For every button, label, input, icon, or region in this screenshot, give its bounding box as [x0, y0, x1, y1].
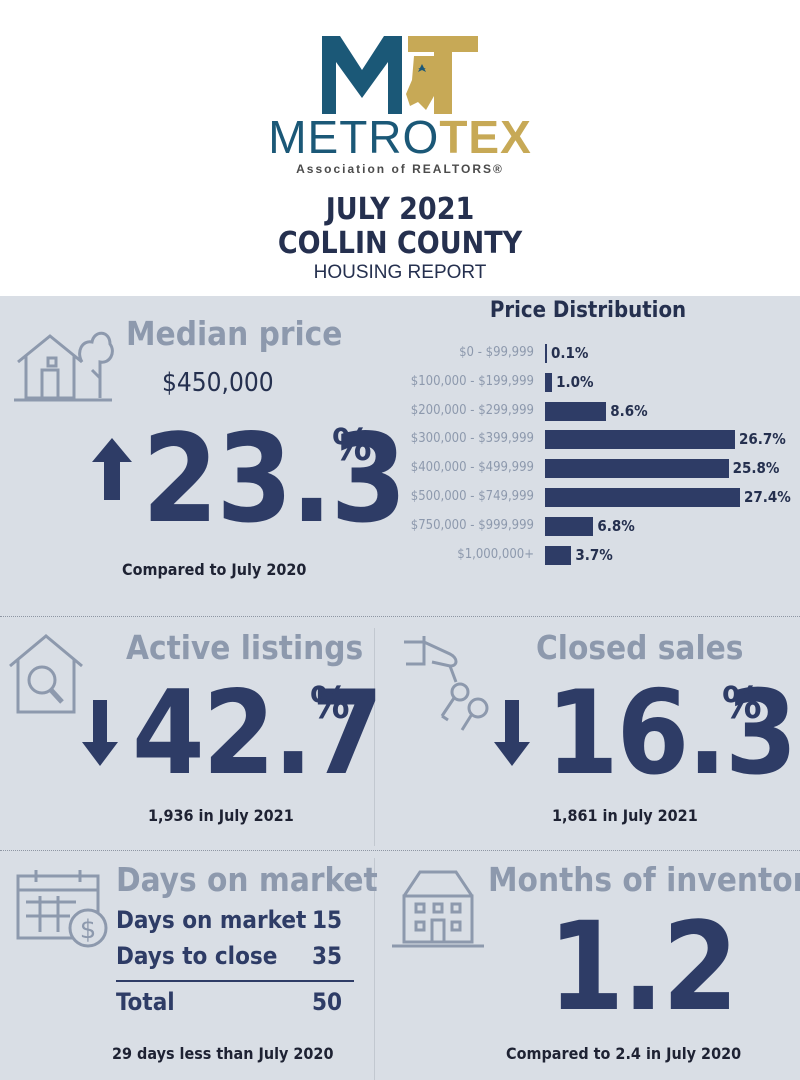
active-note: 1,936 in July 2021 — [148, 806, 294, 825]
dom-row-days-on-market: Days on market 15 — [116, 906, 342, 934]
months-of-inventory-title: Months of inventory — [488, 860, 800, 899]
logo-tex-text: TEX — [439, 111, 532, 163]
dom-row-label: Days to close — [116, 942, 278, 970]
calendar-dollar-icon: $ — [16, 870, 108, 948]
dom-row-total: Total 50 — [116, 988, 342, 1016]
logo-subtitle: Association of REALTORS® — [296, 162, 504, 176]
price-range-label: $500,000 - $749,999 — [410, 489, 534, 504]
house-magnifier-icon — [9, 634, 83, 714]
price-distribution-title: Price Distribution — [489, 298, 687, 323]
inventory-value: 1.2 — [548, 896, 738, 1038]
metrotex-wordmark: METROTEX — [0, 112, 800, 162]
arrow-down-icon — [82, 700, 118, 766]
closed-sales-title: Closed sales — [536, 628, 744, 667]
report-month: JULY 2021 — [325, 192, 475, 227]
arrow-down-icon — [494, 700, 530, 766]
inventory-note: Compared to 2.4 in July 2020 — [506, 1044, 742, 1063]
divider — [374, 628, 375, 846]
dom-row-days-to-close: Days to close 35 — [116, 942, 342, 970]
price-range-label: $0 - $99,999 — [459, 345, 534, 360]
svg-text:$: $ — [80, 915, 97, 945]
closed-change-percent: % — [722, 678, 762, 729]
dom-note: 29 days less than July 2020 — [112, 1044, 334, 1063]
active-listings-title: Active listings — [126, 628, 364, 667]
logo-metro-text: METRO — [268, 111, 440, 163]
price-range-label: $1,000,000+ — [457, 546, 534, 562]
hand-keys-icon — [404, 636, 489, 731]
price-range-label: $400,000 - $499,999 — [410, 460, 534, 476]
price-bar — [545, 430, 736, 450]
price-bar — [545, 344, 547, 363]
price-bar-value: 1.0% — [556, 372, 594, 391]
price-bar-value: 0.1% — [551, 344, 589, 362]
price-bar-value: 26.7% — [739, 430, 786, 449]
dom-total-label: Total — [116, 988, 175, 1016]
report-panel — [0, 296, 800, 1080]
price-bar — [545, 401, 607, 421]
median-change-value: 23.3 — [142, 408, 407, 550]
closed-note: 1,861 in July 2021 — [552, 806, 698, 825]
price-bar — [545, 545, 572, 565]
days-on-market-title: Days on market — [116, 860, 378, 899]
price-bar — [545, 372, 553, 392]
report-type: HOUSING REPORT — [313, 262, 487, 283]
metrotex-logo-mark — [322, 36, 478, 114]
median-change-percent: % — [332, 420, 372, 471]
arrow-up-icon — [92, 438, 132, 500]
active-change-value: 42.7 — [132, 666, 383, 801]
dom-total-rule — [116, 980, 354, 982]
house-tree-icon — [14, 331, 114, 402]
price-bar — [545, 488, 740, 507]
dom-row-label: Days on market — [116, 906, 307, 934]
price-range-label: $200,000 - $299,999 — [410, 402, 534, 418]
price-bar — [545, 516, 594, 536]
price-bar — [545, 459, 729, 479]
price-bar-value: 25.8% — [732, 459, 780, 478]
dom-total-value: 50 — [311, 988, 342, 1016]
dom-row-value: 35 — [311, 942, 342, 970]
median-note: Compared to July 2020 — [122, 560, 307, 579]
divider — [0, 850, 800, 851]
building-icon — [392, 870, 484, 948]
price-bar-value: 3.7% — [575, 545, 613, 564]
median-price-value: $450,000 — [162, 368, 274, 398]
divider — [0, 616, 800, 617]
price-bar-value: 6.8% — [597, 516, 635, 535]
divider — [374, 858, 375, 1080]
price-range-label: $750,000 - $999,999 — [410, 517, 534, 533]
closed-change-value: 16.3 — [546, 666, 797, 801]
price-bar-value: 8.6% — [610, 401, 648, 420]
report-county: COLLIN COUNTY — [277, 226, 523, 261]
median-price-title: Median price — [126, 314, 343, 353]
dom-row-value: 15 — [311, 906, 342, 934]
price-range-label: $100,000 - $199,999 — [410, 373, 534, 389]
price-range-label: $300,000 - $399,999 — [410, 431, 534, 447]
price-bar-value: 27.4% — [744, 488, 791, 506]
active-change-percent: % — [310, 678, 350, 729]
